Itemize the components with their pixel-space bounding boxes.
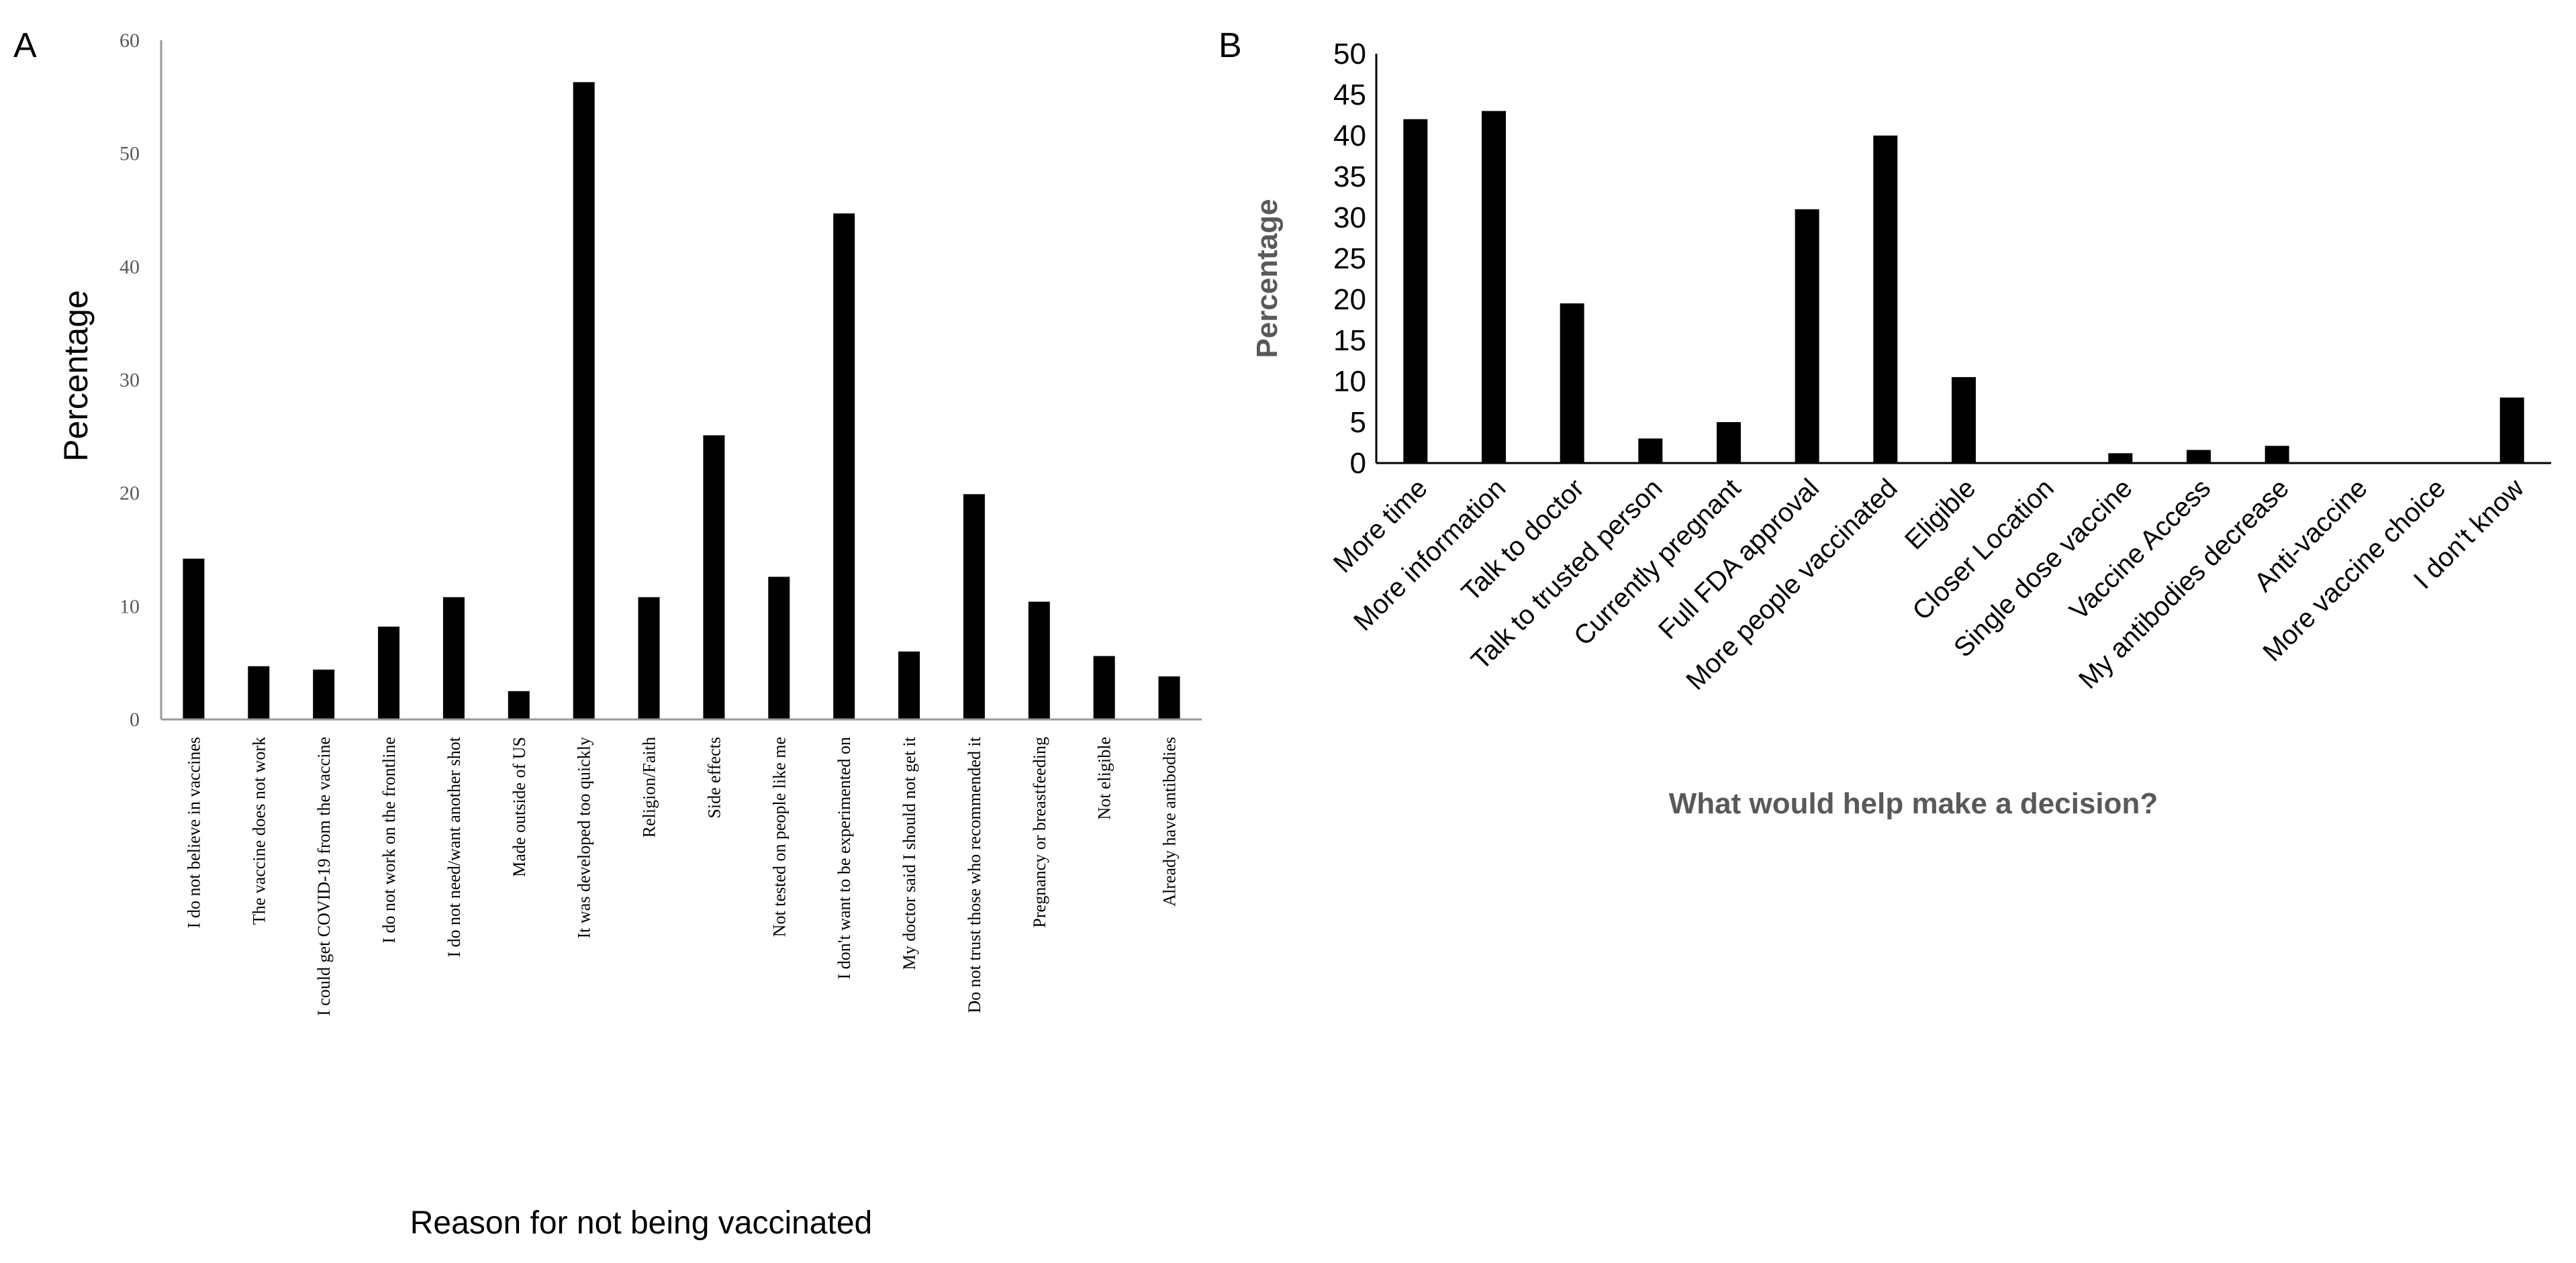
panel-a-category-label: I do not work on the frontline [379,737,399,944]
panel-a-category-label: Not tested on people like me [769,737,789,937]
panel-a-category-label: It was developed too quickly [575,737,594,938]
panel-b-bar [2108,453,2133,463]
panel-a-category-labels: I do not believe in vaccines The vaccine … [184,736,1179,1016]
panel-a-label: A [13,26,37,65]
panel-a-bar [248,666,270,719]
panel-a-bar [313,669,335,719]
panel-a-category-label: I do not need/want another shot [444,736,464,957]
panel-b-category-label: Vaccine Access [2064,473,2216,625]
panel-a-bar [508,691,530,719]
panel-a-bar [442,597,465,719]
panel-b: B Percentage What would help make a deci… [1219,26,2551,820]
panel-b-y-tick-label: 20 [1333,283,1366,316]
panel-b-y-ticks: 0 5 10 15 20 25 30 35 40 45 50 [1333,38,1366,480]
panel-b-bars [1403,111,2524,464]
panel-a-category-label: Religion/Faith [640,737,659,838]
panel-b-y-tick-label: 45 [1333,79,1366,111]
panel-b-bar [2187,450,2211,463]
panel-b-y-tick-label: 15 [1333,324,1366,357]
panel-a-bar [1028,601,1050,719]
panel-a-y-tick-label: 0 [130,709,140,731]
panel-b-y-tick-label: 5 [1350,406,1366,439]
panel-a-category-label: Made outside of US [510,737,529,877]
panel-a-category-label: I do not believe in vaccines [184,737,203,928]
panel-a-category-label: I could get COVID-19 from the vaccine [314,737,334,1016]
panel-b-label: B [1219,26,1242,65]
panel-a-bar [703,435,725,719]
panel-a-bars [183,82,1180,719]
panel-a-bar [183,558,205,719]
panel-a-bar [963,494,985,719]
panel-a-category-label: My doctor said I should not get it [900,736,919,970]
panel-a-bar [1158,676,1180,719]
panel-a-category-label: I don't want to be experimented on [834,737,854,979]
panel-a-bar [378,626,400,719]
panel-a-category-label: Do not trust those who recommended it [965,736,984,1013]
panel-a-y-tick-label: 50 [120,143,140,165]
panel-a-bar [638,597,660,719]
panel-b-bar [1560,303,1584,463]
panel-b-y-tick-label: 50 [1333,38,1366,70]
panel-a-category-label: Side effects [704,737,724,819]
panel-a-y-tick-label: 10 [120,595,140,617]
panel-a-bar [898,651,920,719]
panel-b-bar [1482,111,1506,463]
panel-a-y-tick-label: 40 [120,256,140,278]
panel-a-y-tick-label: 30 [120,369,140,391]
panel-b-bar [1952,376,1976,463]
panel-a-y-tick-label: 60 [120,30,140,52]
panel-a-category-label: Pregnancy or breastfeeding [1030,737,1049,927]
panel-a-y-tick-label: 20 [120,483,140,505]
panel-a-bar [833,213,855,719]
panel-b-bar [2499,397,2524,463]
panel-a: A Percentage Reason for not being vaccin… [13,26,1202,1241]
panel-b-bar [2264,446,2289,463]
panel-a-x-axis-title: Reason for not being vaccinated [410,1205,872,1241]
panel-a-category-label: The vaccine does not work [249,737,269,925]
panel-b-y-tick-label: 35 [1333,160,1366,193]
panel-b-y-tick-label: 25 [1333,242,1366,275]
panel-a-y-axis-title: Percentage [57,290,95,462]
panel-b-bar [1873,136,1898,463]
panel-a-category-label: Already have antibodies [1160,737,1180,907]
panel-b-x-axis-title: What would help make a decision? [1669,787,2158,820]
panel-b-y-tick-label: 40 [1333,119,1366,152]
panel-b-category-label: Closer Location [1907,473,2060,626]
panel-a-bar [768,576,790,719]
panel-b-y-tick-label: 0 [1350,447,1366,480]
panel-b-bar [1403,119,1428,464]
panel-a-bar [573,82,595,719]
panel-b-bar [1795,209,1819,463]
panel-b-y-tick-label: 30 [1333,201,1366,234]
panel-b-bar [1717,422,1741,463]
panel-a-y-ticks: 0 10 20 30 40 50 60 [120,30,140,731]
panel-b-bar [1638,438,1663,463]
panel-b-y-tick-label: 10 [1333,365,1366,398]
panel-b-y-axis-title: Percentage [1251,199,1284,358]
panel-a-bar [1093,656,1115,719]
panel-a-category-label: Not eligible [1095,737,1114,819]
